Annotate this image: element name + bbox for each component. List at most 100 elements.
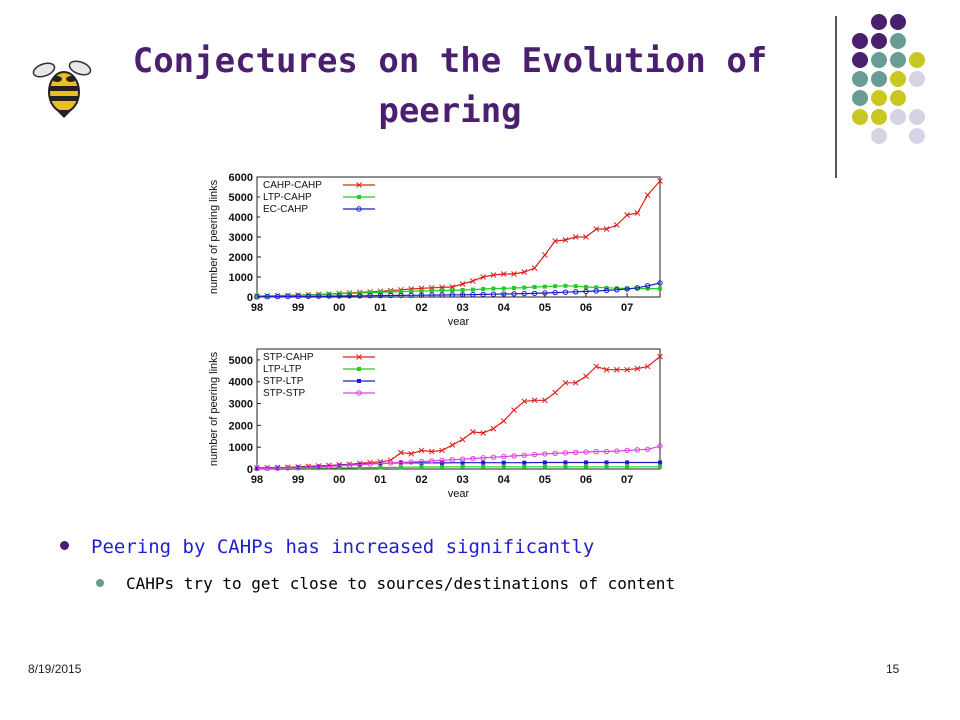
decorative-dot [871, 33, 887, 49]
plot-frame [256, 348, 661, 470]
data-point-stroke [480, 274, 487, 280]
data-point [264, 294, 270, 300]
data-point [439, 447, 445, 454]
data-point [658, 464, 662, 469]
y-tick-label: 5000 [229, 355, 253, 367]
data-point [316, 292, 321, 297]
data-point-stroke [583, 234, 589, 240]
data-point-stroke [511, 271, 517, 277]
data-point [542, 397, 548, 404]
data-point [603, 366, 610, 373]
decorative-dot [909, 71, 925, 87]
legend-marker [356, 206, 362, 212]
data-point [398, 465, 403, 470]
series-line [256, 282, 661, 298]
data-point [563, 460, 568, 465]
data-point [625, 464, 630, 469]
data-point [357, 465, 362, 470]
data-point-stroke [552, 389, 558, 396]
data-point [408, 459, 414, 465]
legend-label: STP-STP [263, 388, 306, 399]
legend-marker [356, 390, 362, 396]
data-point-stroke [449, 442, 456, 448]
data-point-stroke [531, 265, 538, 271]
data-point [552, 238, 558, 244]
y-axis-label: number of peering links [208, 351, 220, 466]
data-point [531, 265, 538, 271]
decorative-dot [890, 52, 906, 68]
data-point [531, 290, 538, 297]
data-point [604, 460, 609, 465]
data-point-stroke [408, 450, 415, 457]
legend-marker [356, 354, 362, 360]
chart-stp-peering: 0 1000 2000 3000 4000 5000 98 99 00 01 02 03 04 05 06 0… [205, 337, 675, 500]
data-point [470, 455, 476, 462]
decorative-dot [852, 52, 868, 68]
data-point [552, 289, 558, 296]
legend-label: STP-LTP [263, 376, 304, 387]
data-point-stroke [500, 271, 507, 277]
footer-date: 8/19/2015 [28, 662, 82, 676]
data-point [481, 460, 486, 465]
data-point [254, 465, 260, 472]
data-point [501, 464, 506, 469]
data-point [603, 448, 610, 455]
data-point [419, 460, 424, 465]
data-point-stroke [613, 222, 620, 228]
data-point-stroke [428, 448, 435, 455]
decorative-dot [871, 14, 887, 30]
legend-marker [357, 379, 361, 383]
data-point [398, 289, 403, 294]
data-point-stroke [593, 363, 600, 370]
x-tick-label: 07 [621, 302, 633, 314]
data-point [583, 288, 589, 295]
data-point [429, 288, 434, 293]
y-tick-label: 3000 [229, 399, 253, 411]
data-point [449, 457, 456, 463]
data-point [388, 290, 393, 294]
data-point [398, 449, 404, 456]
data-point [326, 463, 332, 470]
data-point [542, 464, 547, 469]
data-point [572, 379, 579, 386]
series-line [256, 445, 661, 470]
x-axis-label: year [448, 316, 470, 325]
data-point [336, 293, 342, 299]
data-point-stroke [490, 425, 497, 432]
data-point [657, 280, 663, 286]
data-point-stroke [521, 398, 528, 405]
data-point [378, 290, 383, 295]
data-point [644, 283, 651, 289]
x-tick-label: 06 [580, 474, 592, 486]
data-point [634, 447, 641, 453]
data-point [490, 291, 497, 297]
data-point [439, 292, 445, 298]
x-tick-label: 01 [374, 474, 386, 486]
data-point [295, 464, 301, 471]
data-point [460, 288, 465, 292]
data-point [419, 465, 424, 470]
data-point-stroke [542, 252, 548, 258]
bullet-text: CAHPs try to get close to sources/destin… [126, 574, 676, 593]
data-point [459, 456, 466, 462]
data-point [572, 234, 579, 240]
data-point [500, 271, 507, 277]
data-point [562, 450, 569, 456]
data-point [459, 281, 466, 287]
data-point [296, 293, 301, 298]
data-point [481, 464, 486, 469]
decorative-dot [909, 109, 925, 125]
decorative-dot-grid [852, 14, 952, 164]
legend-label: STP-CAHP [263, 352, 314, 363]
data-point-stroke [470, 429, 476, 435]
data-point [264, 465, 270, 472]
data-point [583, 449, 589, 455]
data-point [634, 210, 641, 216]
data-point [459, 436, 466, 443]
data-point [315, 293, 322, 299]
decorative-dot [871, 109, 887, 125]
data-point [603, 287, 610, 294]
data-point [440, 288, 445, 293]
data-point-stroke [593, 226, 600, 232]
data-point [562, 289, 569, 295]
